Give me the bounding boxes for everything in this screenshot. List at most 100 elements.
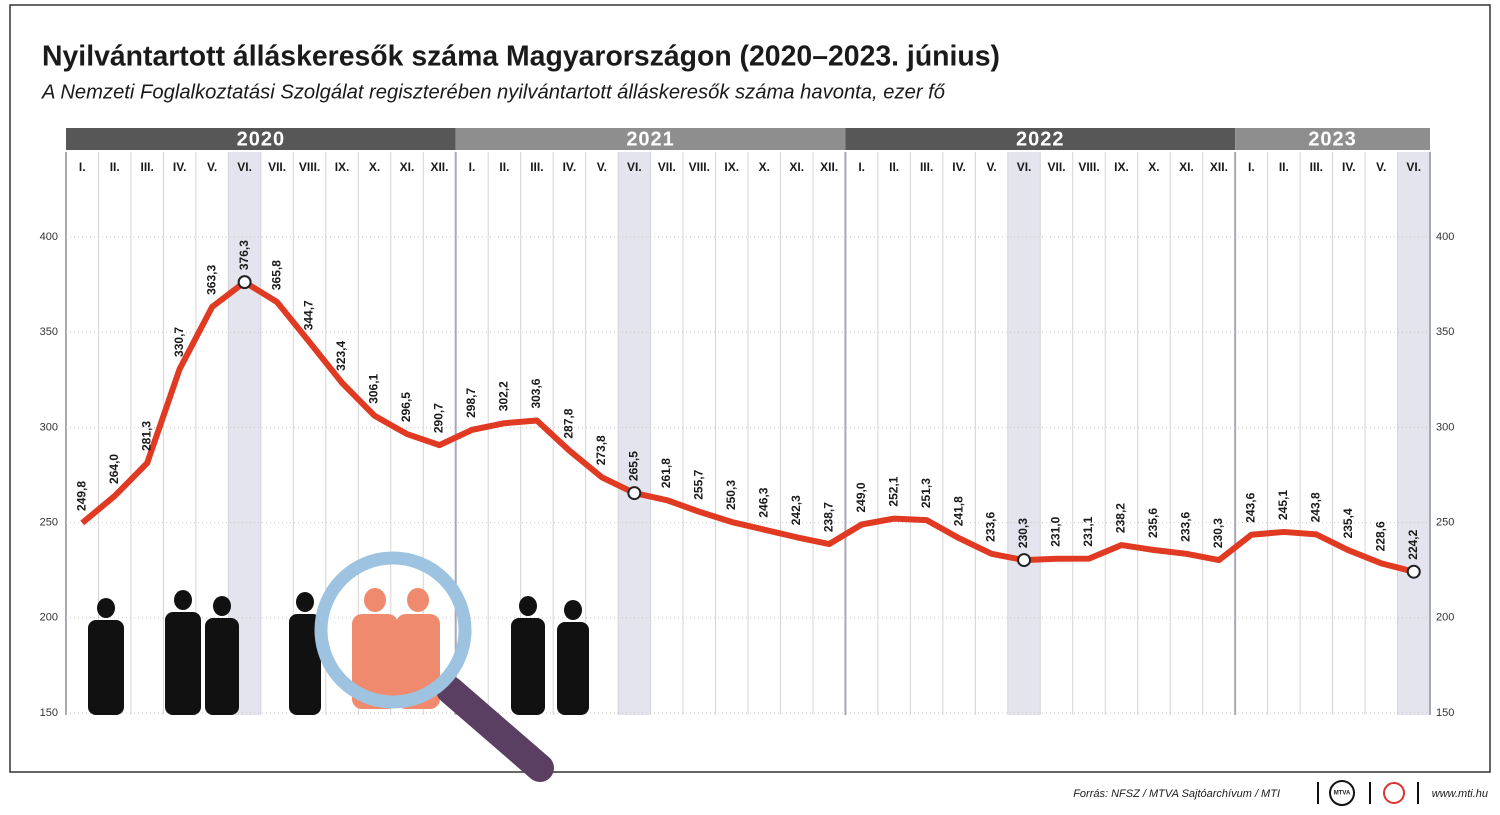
month-label: III. bbox=[530, 160, 543, 174]
month-label: VIII. bbox=[1078, 160, 1099, 174]
y2-tick-label: 350 bbox=[1436, 326, 1454, 338]
month-label: VI. bbox=[1406, 160, 1421, 174]
month-label: XI. bbox=[789, 160, 804, 174]
decoration bbox=[88, 551, 589, 782]
highlight-point bbox=[237, 275, 252, 290]
value-label: 235,4 bbox=[1341, 508, 1355, 538]
value-label: 250,3 bbox=[724, 480, 738, 510]
value-label: 323,4 bbox=[334, 340, 348, 370]
value-label: 230,3 bbox=[1016, 518, 1030, 548]
month-label: II. bbox=[1279, 160, 1289, 174]
value-label: 255,7 bbox=[691, 469, 705, 499]
highlight-point bbox=[1017, 553, 1032, 568]
y-tick-label: 300 bbox=[40, 421, 58, 433]
month-label: XII. bbox=[1210, 160, 1228, 174]
logo: MTVA bbox=[1334, 791, 1351, 797]
value-label: 233,6 bbox=[1179, 511, 1193, 541]
year-header bbox=[1235, 128, 1430, 150]
year-label: 2022 bbox=[1016, 128, 1065, 150]
month-label: VI. bbox=[627, 160, 642, 174]
month-label: IV. bbox=[173, 160, 187, 174]
month-label: II. bbox=[110, 160, 120, 174]
value-label: 228,6 bbox=[1373, 521, 1387, 551]
y-tick-label: 400 bbox=[40, 231, 58, 243]
value-label: 290,7 bbox=[432, 403, 446, 433]
month-label: VII. bbox=[658, 160, 676, 174]
value-label: 265,5 bbox=[627, 451, 641, 481]
value-label: 249,0 bbox=[854, 482, 868, 512]
value-label: 249,8 bbox=[74, 481, 88, 511]
year-header bbox=[455, 128, 846, 150]
month-label: IX. bbox=[335, 160, 350, 174]
year-label: 2021 bbox=[626, 128, 675, 150]
value-label: 233,6 bbox=[984, 511, 998, 541]
y2-tick-label: 150 bbox=[1436, 707, 1454, 719]
value-label: 224,2 bbox=[1406, 529, 1420, 559]
month-label: V. bbox=[986, 160, 996, 174]
value-label: 302,2 bbox=[497, 381, 511, 411]
month-label: V. bbox=[1376, 160, 1386, 174]
highlight-column bbox=[618, 152, 651, 715]
month-label: XII. bbox=[820, 160, 838, 174]
month-label: IV. bbox=[563, 160, 577, 174]
value-label: 235,6 bbox=[1146, 508, 1160, 538]
year-label: 2020 bbox=[237, 128, 286, 150]
chart-title: Nyilvántartott álláskeresők száma Magyar… bbox=[42, 41, 1000, 73]
value-label: 376,3 bbox=[237, 240, 251, 270]
value-label: 273,8 bbox=[594, 435, 608, 465]
plot-background: 2020 I. II. III. IV. V. VI. VII. VIII. IX. X. XI. XI… bbox=[40, 128, 1454, 719]
chart-subtitle: A Nemzeti Foglalkoztatási Szolgálat regi… bbox=[41, 81, 946, 103]
highlight-point bbox=[627, 486, 642, 501]
month-label: I. bbox=[858, 160, 865, 174]
month-label: III. bbox=[141, 160, 154, 174]
month-label: V. bbox=[597, 160, 607, 174]
value-label: 264,0 bbox=[107, 454, 121, 484]
month-label: XI. bbox=[400, 160, 415, 174]
value-label: 296,5 bbox=[399, 392, 413, 422]
month-label: II. bbox=[499, 160, 509, 174]
month-label: VI. bbox=[1017, 160, 1032, 174]
month-label: I. bbox=[79, 160, 86, 174]
month-label: VIII. bbox=[299, 160, 320, 174]
highlight-column bbox=[1397, 152, 1430, 715]
month-label: IV. bbox=[952, 160, 966, 174]
value-label: 281,3 bbox=[139, 421, 153, 451]
month-label: V. bbox=[207, 160, 217, 174]
month-label: IX. bbox=[724, 160, 739, 174]
value-label: 261,8 bbox=[659, 458, 673, 488]
month-label: X. bbox=[369, 160, 380, 174]
value-label: 287,8 bbox=[562, 408, 576, 438]
month-label: I. bbox=[1248, 160, 1255, 174]
value-label: 365,8 bbox=[269, 260, 283, 290]
month-label: II. bbox=[889, 160, 899, 174]
value-label: 230,3 bbox=[1211, 518, 1225, 548]
year-label: 2023 bbox=[1308, 128, 1357, 150]
value-label: 251,3 bbox=[919, 478, 933, 508]
month-label: I. bbox=[469, 160, 476, 174]
value-label: 243,8 bbox=[1309, 492, 1323, 522]
month-label: XI. bbox=[1179, 160, 1194, 174]
highlight-point bbox=[1406, 564, 1421, 579]
month-label: III. bbox=[920, 160, 933, 174]
value-label: 243,6 bbox=[1244, 492, 1258, 522]
value-label: 246,3 bbox=[756, 487, 770, 517]
y2-tick-label: 200 bbox=[1436, 612, 1454, 624]
month-label: X. bbox=[1148, 160, 1159, 174]
month-label: III. bbox=[1310, 160, 1323, 174]
month-label: VI. bbox=[237, 160, 252, 174]
y-tick-label: 350 bbox=[40, 326, 58, 338]
logo-circle bbox=[1329, 780, 1355, 806]
plot: 249,8 264,0 281,3 330,7 363,3 376,3 365,8 344,7… bbox=[74, 240, 1421, 579]
value-label: 330,7 bbox=[172, 327, 186, 357]
data-line bbox=[80, 279, 1415, 575]
value-label: 241,8 bbox=[951, 496, 965, 526]
y-tick-label: 250 bbox=[40, 517, 58, 529]
month-label: VII. bbox=[1048, 160, 1066, 174]
value-label: 231,0 bbox=[1049, 516, 1063, 546]
month-label: IV. bbox=[1342, 160, 1356, 174]
value-label: 231,1 bbox=[1081, 516, 1095, 546]
source: Forrás: NFSZ / MTVA Sajtóarchívum / MTI bbox=[1073, 788, 1280, 800]
website: www.mti.hu bbox=[1432, 788, 1488, 800]
value-label: 344,7 bbox=[302, 300, 316, 330]
